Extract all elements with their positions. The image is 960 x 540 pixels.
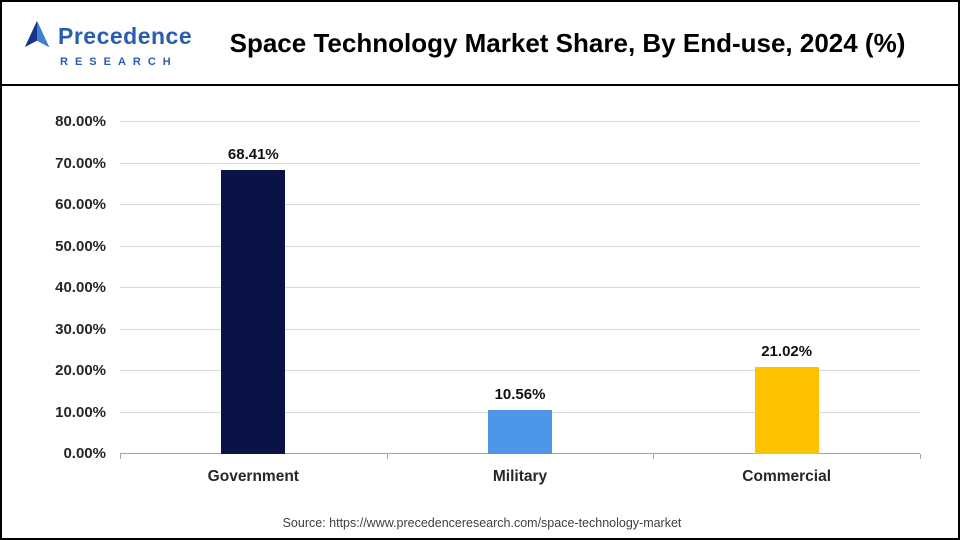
chart-title: Space Technology Market Share, By End-us… xyxy=(229,27,906,58)
gridline xyxy=(120,121,920,122)
gridline xyxy=(120,370,920,371)
y-tick-label: 40.00% xyxy=(55,279,106,296)
x-tick-mark xyxy=(386,454,388,459)
logo-row: Precedence xyxy=(22,19,207,54)
bar-value-label: 68.41% xyxy=(227,146,279,164)
gridline xyxy=(120,204,920,205)
logo-mark-icon xyxy=(22,19,52,54)
gridline xyxy=(120,287,920,288)
x-tick-mark xyxy=(920,454,921,459)
logo-subtitle: RESEARCH xyxy=(60,55,178,68)
bar-military xyxy=(488,410,552,454)
gridline xyxy=(120,162,920,164)
y-tick-label: 70.00% xyxy=(55,154,106,172)
x-category-label: Government xyxy=(207,468,299,485)
y-tick-label: 10.00% xyxy=(55,403,106,421)
y-tick-label: 30.00% xyxy=(55,320,106,338)
y-tick-label: 50.00% xyxy=(55,237,106,255)
x-tick-mark xyxy=(120,454,121,459)
bar-value-label: 10.56% xyxy=(494,386,546,404)
bar-government xyxy=(221,170,286,454)
bar-commercial xyxy=(754,366,819,454)
bar-chart: 0.00% 10.00% 20.00% 30.00% 40.00% 50.00% 60.00… xyxy=(2,86,958,538)
gridline xyxy=(120,328,920,330)
bar-value-label: 21.02% xyxy=(761,342,813,360)
x-category-label: Commercial xyxy=(742,468,832,485)
gridline xyxy=(120,245,920,247)
plot-area: 0.00% 10.00% 20.00% 30.00% 40.00% 50.00% 60.00… xyxy=(55,113,921,485)
y-tick-label: 0.00% xyxy=(63,445,106,462)
y-tick-label: 80.00% xyxy=(55,113,106,130)
x-tick-mark xyxy=(653,454,655,459)
logo-name: Precedence xyxy=(58,22,193,49)
source-text: Source: https://www.precedenceresearch.c… xyxy=(282,516,682,530)
header: Precedence RESEARCH Space Technology Mar… xyxy=(2,2,958,86)
x-category-label: Military xyxy=(492,468,548,485)
precedence-research-logo: Precedence RESEARCH xyxy=(2,19,207,68)
y-tick-label: 20.00% xyxy=(55,362,106,379)
y-tick-label: 60.00% xyxy=(55,196,106,213)
